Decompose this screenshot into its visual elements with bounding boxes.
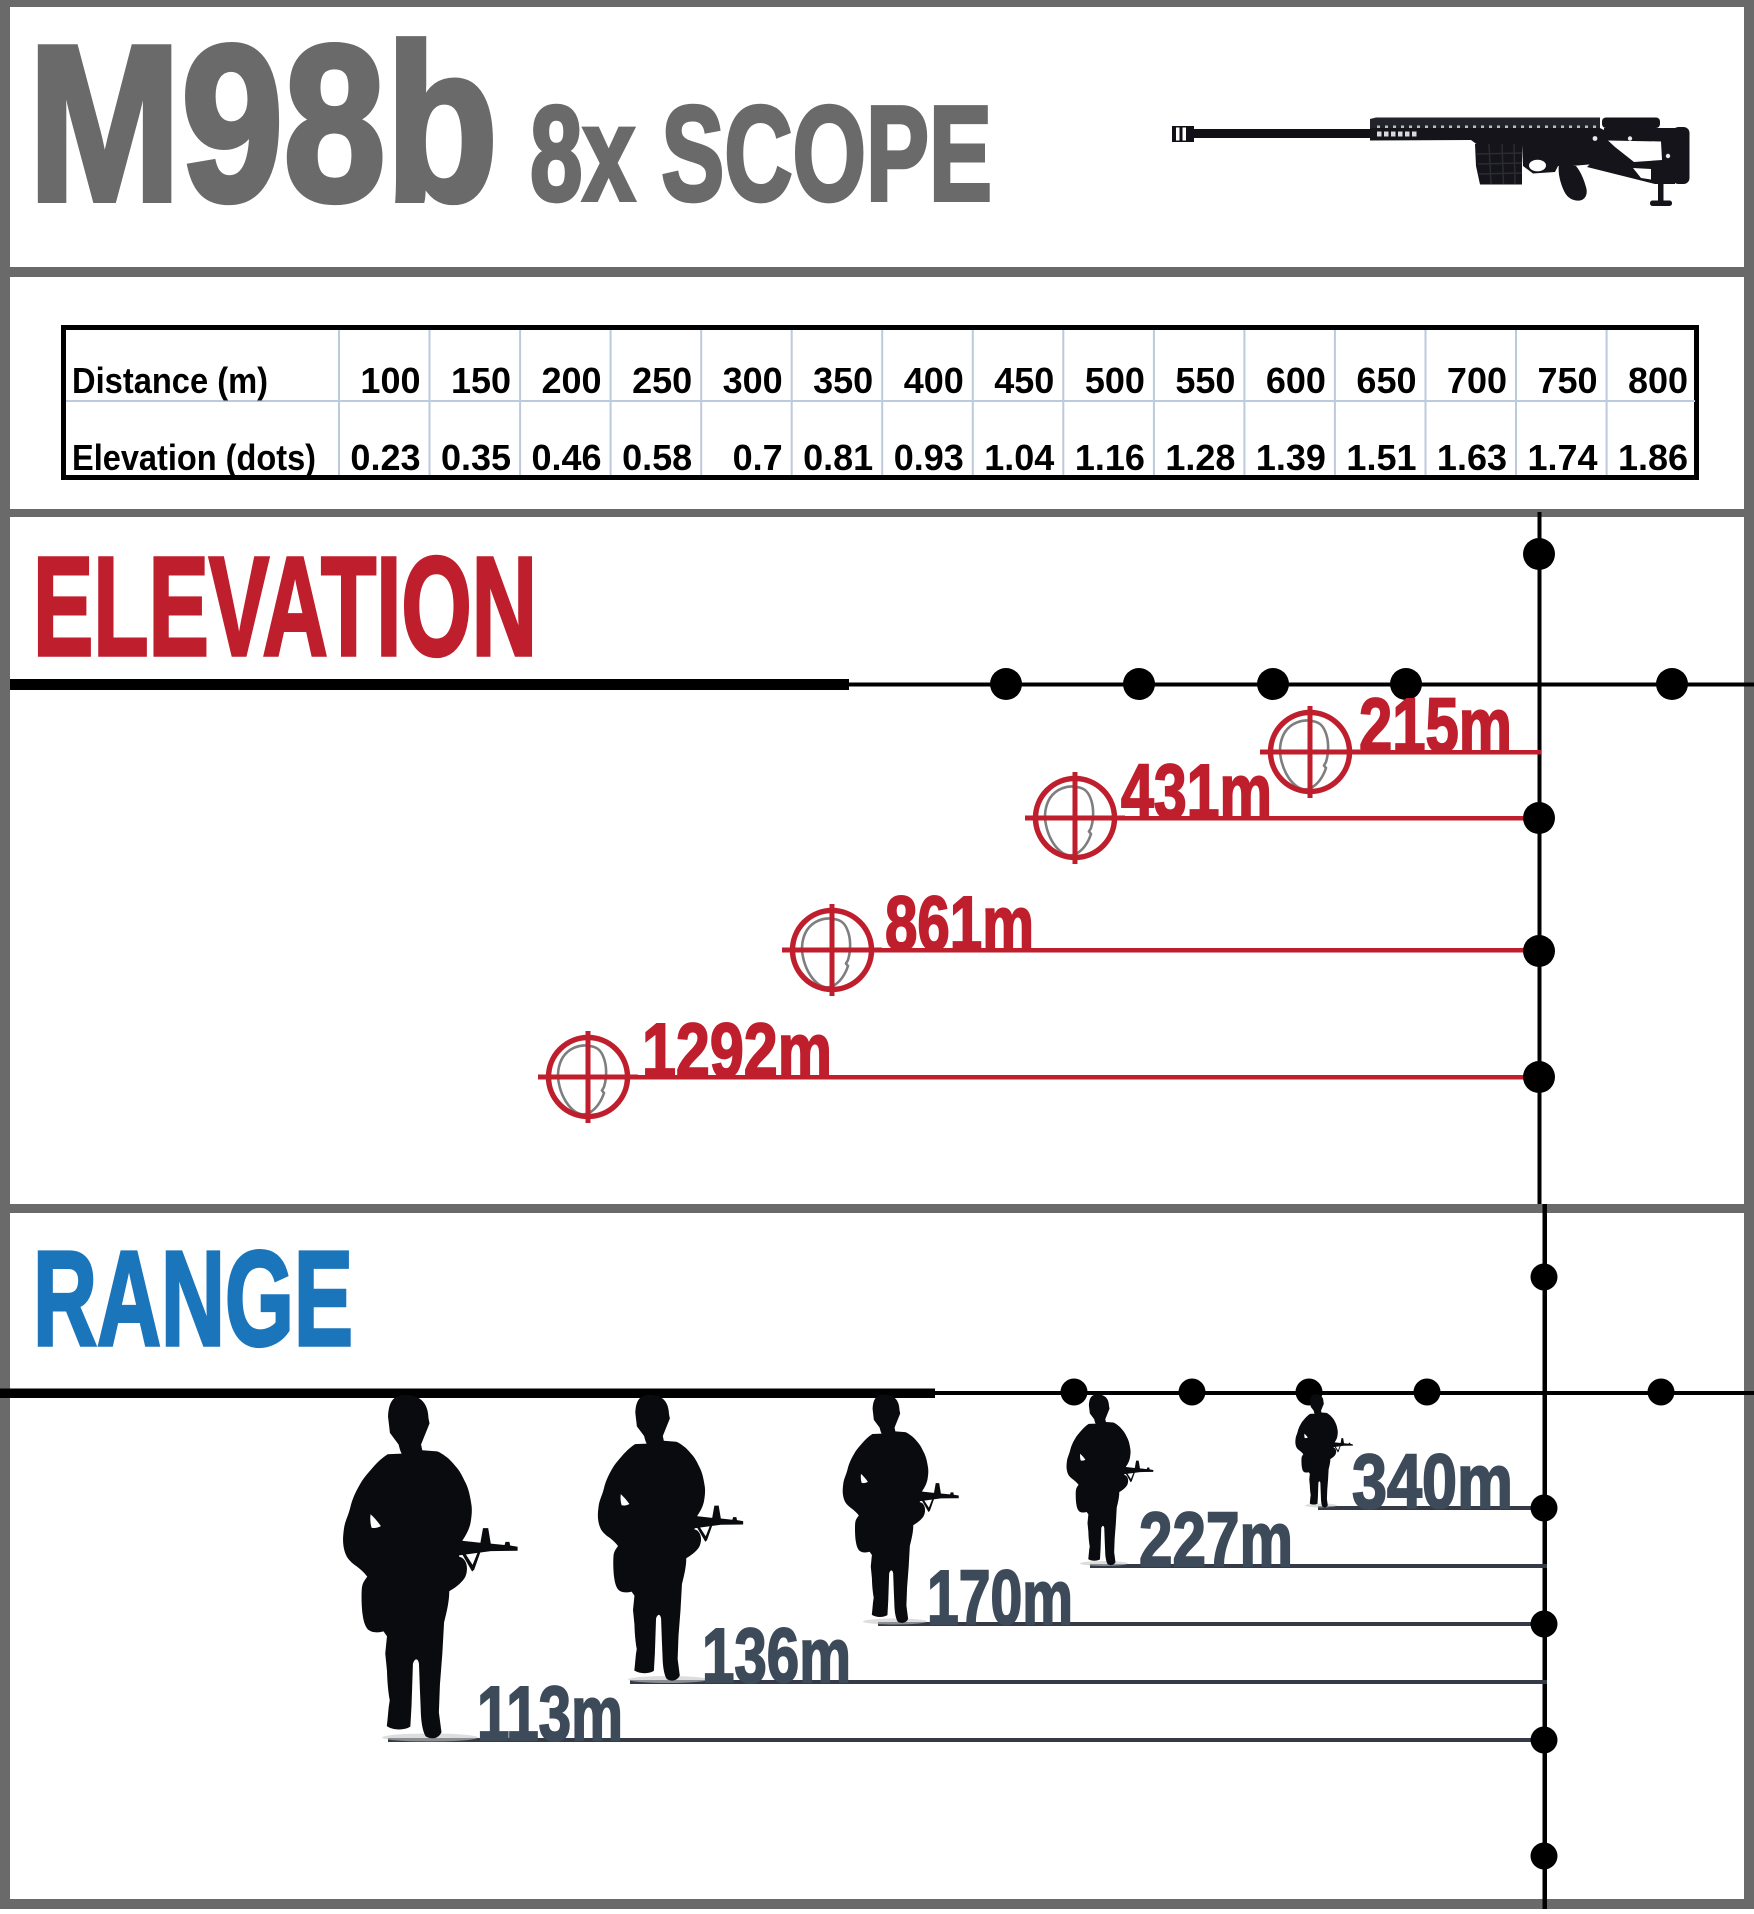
svg-text:600: 600 [1266,360,1326,401]
svg-text:1292m: 1292m [642,1008,832,1094]
svg-text:0.7: 0.7 [733,437,783,478]
svg-text:0.23: 0.23 [350,437,420,478]
svg-text:450: 450 [994,360,1054,401]
svg-text:800: 800 [1628,360,1688,401]
svg-text:300: 300 [723,360,783,401]
svg-text:215m: 215m [1359,683,1512,769]
svg-text:1.74: 1.74 [1528,437,1598,478]
svg-text:100: 100 [360,360,420,401]
svg-text:500: 500 [1085,360,1145,401]
svg-text:M98b: M98b [28,0,498,248]
svg-text:0.93: 0.93 [894,437,964,478]
svg-text:861m: 861m [885,881,1034,967]
svg-text:700: 700 [1447,360,1507,401]
svg-text:200: 200 [542,360,602,401]
svg-text:0.35: 0.35 [441,437,511,478]
svg-text:1.51: 1.51 [1346,437,1416,478]
svg-text:150: 150 [451,360,511,401]
svg-text:170m: 170m [927,1555,1073,1641]
svg-text:1.16: 1.16 [1075,437,1145,478]
svg-text:431m: 431m [1121,749,1272,835]
svg-text:0.81: 0.81 [803,437,873,478]
svg-text:RANGE: RANGE [33,1223,353,1374]
svg-text:1.39: 1.39 [1256,437,1326,478]
svg-text:650: 650 [1356,360,1416,401]
svg-text:400: 400 [904,360,964,401]
svg-text:0.46: 0.46 [532,437,602,478]
svg-text:Distance (m): Distance (m) [72,360,268,401]
svg-text:113m: 113m [477,1671,623,1757]
svg-text:Elevation (dots): Elevation (dots) [72,437,316,478]
svg-text:ELEVATION: ELEVATION [33,527,537,685]
svg-text:0.58: 0.58 [622,437,692,478]
svg-text:1.28: 1.28 [1165,437,1235,478]
svg-text:1.63: 1.63 [1437,437,1507,478]
svg-text:750: 750 [1538,360,1598,401]
svg-text:1.86: 1.86 [1618,437,1688,478]
svg-text:250: 250 [632,360,692,401]
svg-text:550: 550 [1175,360,1235,401]
svg-text:227m: 227m [1139,1497,1293,1583]
svg-text:340m: 340m [1352,1439,1513,1525]
svg-text:136m: 136m [702,1613,851,1699]
svg-text:1.04: 1.04 [984,437,1054,478]
svg-text:8x SCOPE: 8x SCOPE [530,78,992,229]
svg-text:350: 350 [813,360,873,401]
